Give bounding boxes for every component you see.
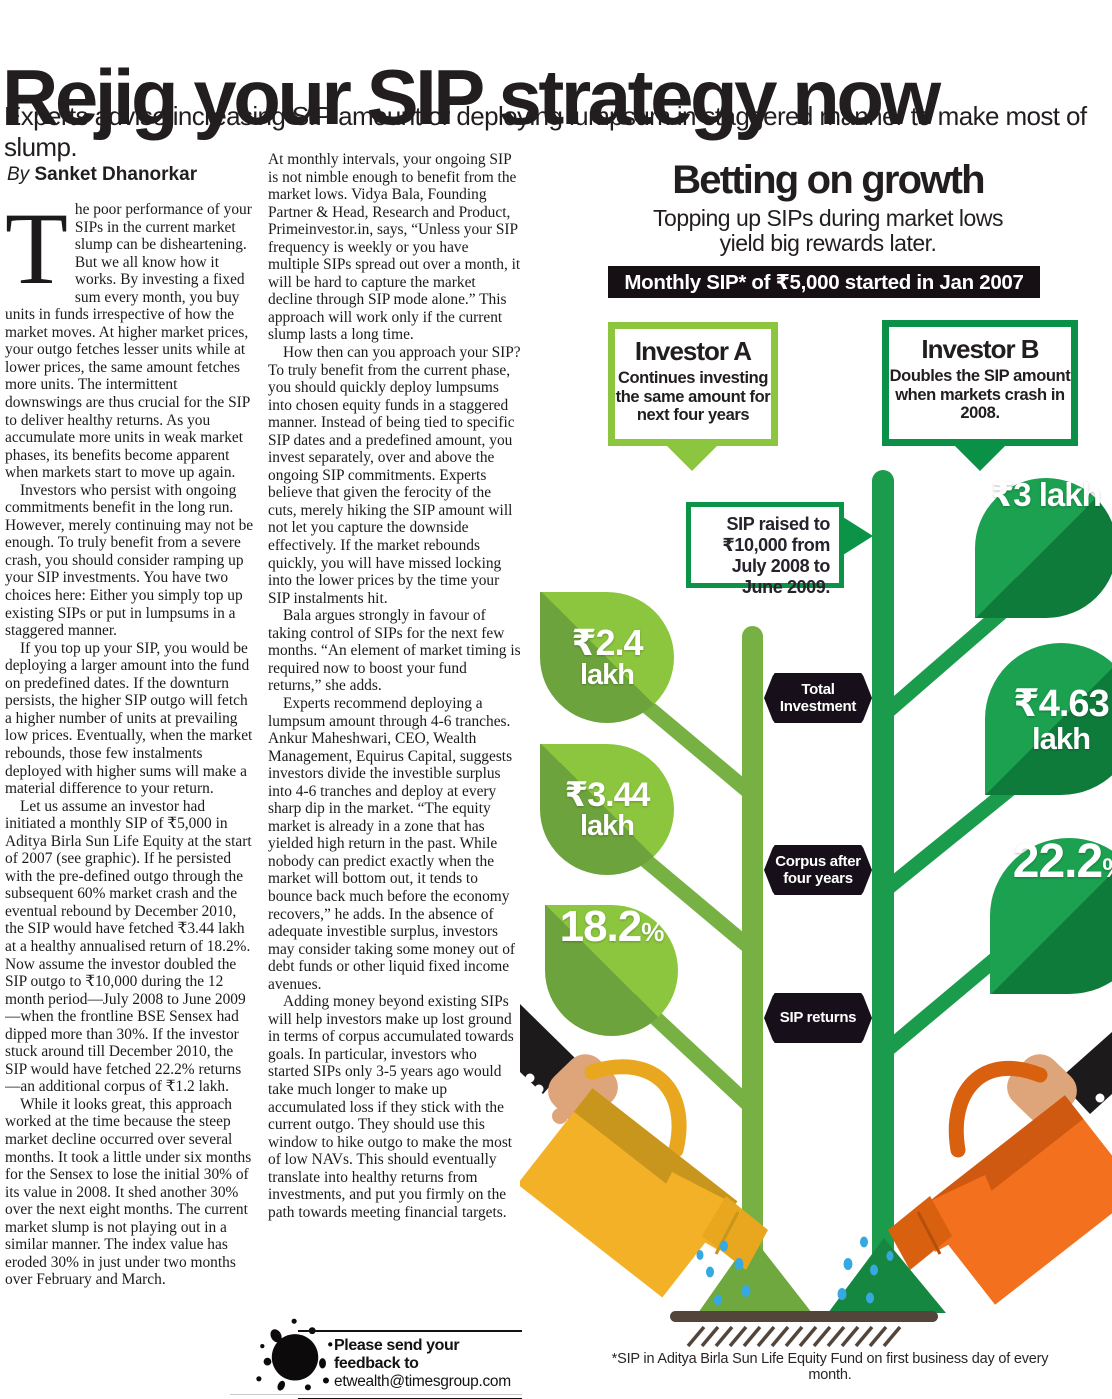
leaf-investor-b-total-investment: ₹3 lakh <box>975 478 1112 618</box>
feedback-box: Please send your feedback to etwealth@ti… <box>298 1330 522 1399</box>
infographic-footnote: *SIP in Aditya Birla Sun Life Equity Fun… <box>611 1351 1049 1383</box>
watering-illustration <box>520 1004 1112 1348</box>
byline-author: Sanket Dhanorkar <box>34 164 198 185</box>
row-label-line: SIP returns <box>779 1009 857 1027</box>
soil-ground <box>670 1236 946 1348</box>
can-rose <box>888 1196 952 1270</box>
paragraph: Bala argues strongly in favour of taking… <box>268 607 521 695</box>
value-a-corpus: ₹3.44 <box>564 776 651 814</box>
investor-a-desc: Continues investing the same amount for … <box>615 369 771 425</box>
investor-b-stem <box>872 470 894 1286</box>
paragraph: At monthly intervals, your ongoing SIP i… <box>268 151 521 344</box>
investor-b-desc: Doubles the SIP amount when markets cras… <box>889 367 1071 423</box>
feedback-email[interactable]: etwealth@timesgroup.com <box>334 1373 511 1390</box>
leaf-investor-a-corpus: ₹3.44 lakh <box>540 744 674 875</box>
sip-raised-callout-tail <box>843 517 873 555</box>
article-column-2: At monthly intervals, your ongoing SIP i… <box>268 151 521 1297</box>
value-a-corpus-unit: lakh <box>579 810 635 842</box>
headline: Rejig your SIP strategy now <box>2 53 941 142</box>
leaf-investor-a-total-investment: ₹2.4 lakh <box>540 592 674 723</box>
investor-b-pointer <box>955 446 1005 471</box>
right-watering-can <box>888 1032 1112 1305</box>
investor-a-box: Investor A Continues investing the same … <box>608 322 778 446</box>
value-b-total: ₹3 lakh <box>991 476 1102 513</box>
page-bottom-rule <box>230 1394 522 1395</box>
can-body <box>520 1088 738 1298</box>
value-a-returns-unit: % <box>641 917 664 947</box>
investor-a-stem <box>742 626 763 1286</box>
water-drops <box>696 1236 894 1306</box>
drop-cap: T <box>5 201 68 306</box>
byline: By Sanket Dhanorkar <box>7 164 197 186</box>
feedback-label: Please send your feedback to <box>334 1337 460 1372</box>
row-label-total-investment: Total Investment <box>764 673 872 723</box>
investor-b-name: Investor B <box>921 334 1039 364</box>
value-b-corpus-unit: lakh <box>1031 720 1091 756</box>
can-body <box>919 1095 1112 1305</box>
investor-a-pointer <box>667 446 717 471</box>
left-watering-can <box>520 1004 768 1298</box>
row-label-line: four years <box>783 870 853 887</box>
infographic-title: Betting on growth <box>672 158 985 202</box>
infographic-banner: Monthly SIP* of ₹5,000 started in Jan 20… <box>608 266 1040 298</box>
value-a-total-unit: lakh <box>579 659 635 691</box>
paragraph: While it looks great, this approach work… <box>5 1095 252 1289</box>
value-a-returns: 18.2 <box>559 902 643 951</box>
can-handle <box>948 1060 1048 1158</box>
paragraph: Experts recommend deploying a lumpsum am… <box>268 694 516 993</box>
can-handle <box>584 1059 687 1158</box>
paragraph: Let us assume an investor had initiated … <box>5 797 252 1096</box>
row-label-line: Corpus after <box>775 852 861 870</box>
paragraph: Adding money beyond existing SIPs will h… <box>268 993 514 1221</box>
paragraph-text: he poor performance of your SIPs in the … <box>5 201 252 482</box>
leaf-investor-a-returns: 18.2 % <box>545 905 678 1036</box>
row-label-line: Investment <box>779 698 857 715</box>
value-a-total: ₹2.4 <box>571 622 643 663</box>
row-label-sip-returns: SIP returns <box>764 993 872 1043</box>
leaf-investor-b-corpus: ₹4.63 lakh <box>985 643 1112 795</box>
sip-raised-callout: SIP raised to ₹10,000 from July 2008 to … <box>686 502 844 597</box>
investor-a-name: Investor A <box>634 336 752 366</box>
row-label-line: Total <box>801 680 835 698</box>
paragraph: Investors who persist with ongoing commi… <box>5 481 254 640</box>
value-b-returns-unit: % <box>1102 855 1112 882</box>
byline-prefix: By <box>7 164 30 185</box>
subtitle: Experts advise increasing SIP amount or … <box>4 101 1087 162</box>
paragraph: How then can you approach your SIP? To t… <box>268 344 521 607</box>
ink-splat-icon <box>256 1318 333 1391</box>
paragraph: If you top up your SIP, you would be dep… <box>5 639 253 798</box>
can-rose <box>702 1196 768 1270</box>
infographic-subtitle: Topping up SIPs during market lows yield… <box>653 205 1003 256</box>
value-b-returns: 22.2 <box>1012 835 1103 888</box>
row-label-corpus: Corpus after four years <box>764 845 872 895</box>
value-b-corpus: ₹4.63 <box>1013 682 1109 725</box>
investor-b-box: Investor B Doubles the SIP amount when m… <box>882 320 1078 446</box>
leaf-investor-b-returns: 22.2 % <box>990 838 1112 994</box>
